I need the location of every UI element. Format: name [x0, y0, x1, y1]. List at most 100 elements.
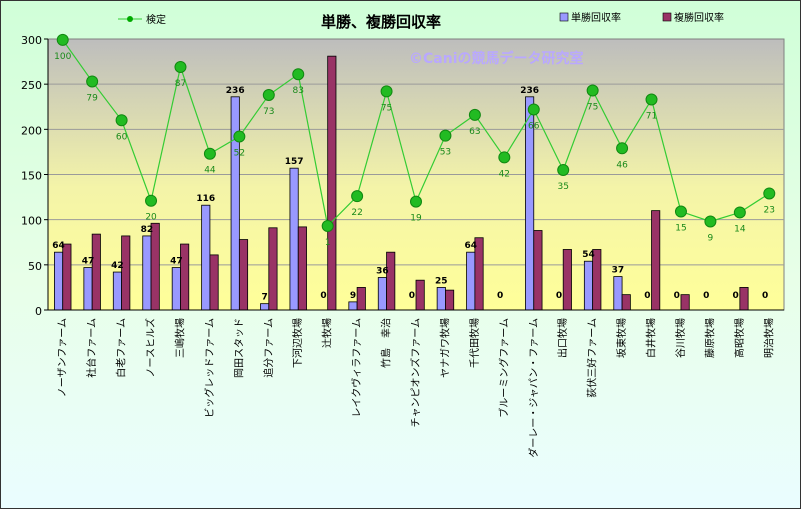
line-data-label: 83 [293, 86, 304, 96]
bar-data-label: 0 [674, 291, 680, 301]
bar-data-label: 42 [111, 261, 124, 271]
bar-data-label: 236 [520, 86, 539, 96]
bar-data-label: 47 [82, 257, 95, 267]
line-marker [674, 205, 687, 218]
line-data-label: 75 [587, 102, 598, 112]
y-tick-label: 300 [21, 34, 42, 47]
bar-fukusho [62, 243, 72, 311]
x-tick-label: 高昭牧場 [733, 318, 746, 358]
x-tick-label: 坂東牧場 [615, 318, 628, 358]
line-marker [321, 219, 334, 232]
x-tick-label: 追分ファーム [262, 318, 275, 378]
line-marker [174, 61, 187, 74]
x-tick-label: ノーザンファーム [57, 318, 69, 397]
y-tick-label: 100 [21, 215, 42, 228]
bar-data-label: 0 [556, 291, 562, 301]
bar-fukusho [621, 294, 631, 311]
x-tick-label: 荻伏三好ファーム [586, 318, 599, 398]
bar-tansho [112, 271, 123, 311]
bar-data-label: 36 [376, 266, 389, 276]
line-data-label: 53 [440, 148, 451, 158]
bar-tansho [436, 287, 446, 311]
x-tick-label: 下河辺牧場 [291, 318, 304, 368]
x-tick-label: チャンピオンズファーム [409, 318, 422, 427]
y-tick-label: 0 [35, 305, 42, 318]
x-tick-label: ビッグレッドファーム [203, 318, 216, 418]
bar-data-label: 82 [141, 225, 154, 235]
bar-data-label: 25 [435, 276, 448, 286]
line-data-label: 63 [469, 127, 480, 137]
bar-tansho [142, 235, 152, 311]
line-marker [527, 103, 540, 116]
line-marker [498, 151, 511, 164]
bar-data-label: 157 [285, 157, 304, 167]
bar-fukusho [268, 227, 278, 311]
line-data-label: 1 [325, 238, 331, 248]
line-data-label: 9 [708, 233, 714, 243]
bar-data-label: 0 [497, 291, 503, 301]
line-data-label: 42 [499, 169, 510, 179]
x-axis: ノーザンファーム 社台ファーム 白老ファーム ノースヒルズ 三嶋牧場 ビッグレッドファーム… [48, 309, 784, 458]
bar-fukusho [739, 287, 749, 311]
bar-tansho [348, 301, 358, 311]
line-marker [468, 108, 481, 121]
line-marker [380, 85, 393, 98]
line-data-label: 73 [263, 107, 274, 117]
legend-line-marker [127, 16, 133, 22]
bar-data-label: 0 [644, 291, 650, 301]
bar-fukusho [533, 230, 543, 311]
line-data-label: 15 [675, 224, 686, 234]
x-tick-label: 白老ファーム [115, 318, 128, 378]
line-data-label: 22 [351, 208, 362, 218]
bar-fukusho [327, 55, 337, 311]
line-marker [233, 130, 246, 143]
line-data-label: 71 [646, 112, 657, 122]
line-data-label: 100 [54, 52, 71, 62]
x-tick-label: 三嶋牧場 [173, 318, 186, 358]
bar-fukusho [386, 251, 396, 311]
bar-data-label: 116 [196, 194, 215, 204]
x-tick-label: 藤原牧場 [703, 318, 716, 358]
legend-label-kentei: 検定 [146, 13, 166, 26]
bar-fukusho [297, 226, 307, 311]
bar-fukusho [356, 287, 366, 311]
legend-label-fukusho: 複勝回収率 [674, 11, 724, 24]
line-marker [616, 142, 629, 155]
bar-fukusho [150, 222, 160, 311]
y-axis: 0 50 100 150 200 250 300 [21, 34, 49, 318]
x-tick-label: 白井牧場 [645, 318, 658, 358]
bar-fukusho [238, 239, 249, 311]
legend: 検定 単勝回収率 複勝回収率 [118, 11, 724, 26]
bar-fukusho [445, 289, 455, 311]
bar-fukusho [180, 243, 190, 311]
x-tick-label: 辻牧場 [321, 318, 334, 348]
bar-tansho [171, 267, 181, 311]
line-marker [586, 84, 599, 97]
bar-fukusho [562, 249, 572, 311]
line-data-label: 52 [234, 149, 245, 159]
y-tick-label: 150 [21, 170, 42, 183]
line-data-label: 19 [410, 214, 422, 224]
bar-data-label: 64 [52, 241, 65, 251]
bar-fukusho [209, 254, 219, 311]
x-tick-label: 明治牧場 [762, 318, 775, 358]
bar-tansho [583, 260, 594, 311]
y-tick-label: 200 [21, 124, 42, 137]
bar-data-label: 7 [262, 293, 268, 303]
bar-tansho [289, 167, 299, 311]
line-marker [145, 194, 158, 207]
line-marker [557, 163, 570, 176]
line-marker [115, 114, 128, 127]
bar-tansho [54, 251, 64, 311]
line-marker [645, 93, 658, 106]
bar-tansho [377, 277, 387, 311]
gridlines [48, 83, 784, 266]
line-data-label: 75 [381, 103, 392, 113]
bar-data-label: 236 [226, 86, 245, 96]
bar-series: 64 47 42 82 47 116 236 7 157 0 9 36 0 25 64 0 236 0 54 37 0 0… [52, 55, 768, 311]
bar-tansho [201, 204, 211, 311]
x-tick-label: ブルーミングファーム [497, 318, 510, 418]
x-tick-label: ダーレー・ジャパン・ファーム [527, 318, 540, 458]
